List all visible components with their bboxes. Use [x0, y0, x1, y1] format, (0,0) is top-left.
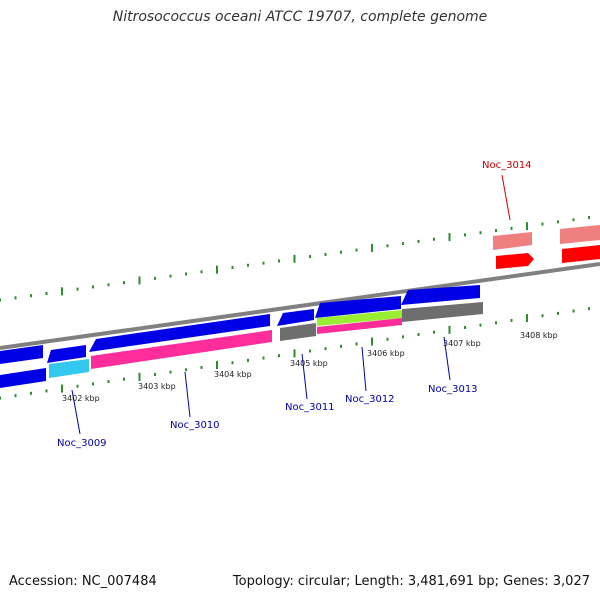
callout-lines [71, 174, 511, 435]
accession-text: Accession: NC_007484 [9, 574, 157, 589]
upper-tick-row [0, 216, 590, 302]
genome-backbone [0, 262, 600, 350]
gene-feature[interactable] [560, 225, 600, 244]
gene-feature[interactable] [47, 345, 86, 363]
gene-label-noc-3014[interactable]: Noc_3014 [482, 160, 532, 171]
gene-feature[interactable] [49, 359, 89, 378]
gene-label-noc-3012[interactable]: Noc_3012 [345, 394, 395, 405]
gene-label-noc-3011[interactable]: Noc_3011 [285, 402, 335, 413]
reverse-features [0, 245, 600, 388]
gene-feature[interactable] [315, 296, 401, 318]
tick-label: 3408 kbp [520, 331, 558, 340]
gene-feature[interactable] [317, 318, 402, 334]
gene-feature[interactable] [0, 368, 46, 388]
gene-feature[interactable] [562, 245, 600, 263]
gene-label-noc-3009[interactable]: Noc_3009 [57, 438, 107, 449]
gene-label-noc-3013[interactable]: Noc_3013 [428, 384, 478, 395]
lower-tick-row [0, 307, 590, 400]
map-title: Nitrosococcus oceani ATCC 19707, complet… [112, 9, 488, 25]
tick-label: 3406 kbp [367, 349, 405, 358]
gene-feature[interactable] [493, 232, 532, 250]
gene-feature[interactable] [317, 310, 402, 326]
gene-feature[interactable] [277, 309, 314, 326]
gene-feature[interactable] [402, 302, 483, 322]
gene-feature[interactable] [91, 330, 272, 369]
gene-label-noc-3010[interactable]: Noc_3010 [170, 420, 220, 431]
gene-feature[interactable] [89, 314, 270, 352]
gene-feature[interactable] [496, 253, 534, 269]
gene-feature[interactable] [280, 323, 316, 341]
tick-label: 3402 kbp [62, 394, 100, 403]
tick-label: 3405 kbp [290, 359, 328, 368]
tick-label: 3403 kbp [138, 382, 176, 391]
gene-feature[interactable] [401, 285, 480, 305]
tick-label: 3404 kbp [214, 370, 252, 379]
tick-label: 3407 kbp [443, 339, 481, 348]
forward-features [0, 225, 600, 364]
genome-summary-text: Topology: circular; Length: 3,481,691 bp… [232, 574, 590, 589]
gene-feature[interactable] [0, 345, 43, 364]
